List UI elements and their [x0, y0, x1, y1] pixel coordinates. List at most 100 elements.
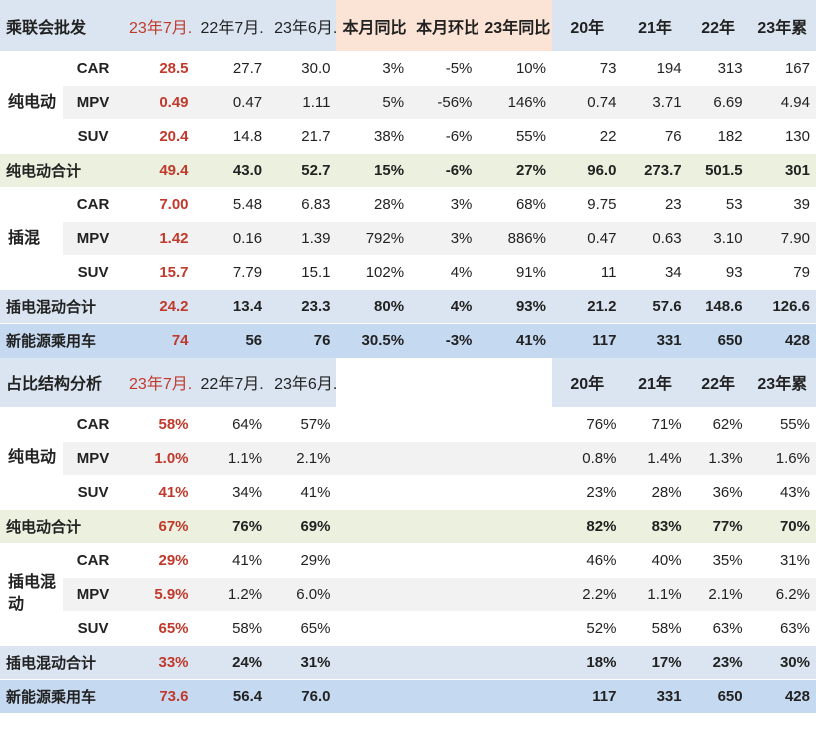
value-cell: 331	[622, 323, 688, 358]
value-cell: 6.0%	[268, 576, 337, 611]
subtotal-label: 纯电动合计	[0, 153, 124, 188]
grand-total-label: 新能源乘用车	[0, 678, 124, 713]
value-cell: 21.2	[552, 289, 623, 324]
group-label: 插电混动	[0, 542, 64, 645]
value-cell: 52%	[552, 610, 623, 645]
value-cell: 194	[622, 51, 688, 86]
value-cell: 34%	[194, 474, 269, 509]
value-cell: 6.2%	[748, 576, 816, 611]
value-cell: 31%	[748, 542, 816, 577]
value-cell: 73	[552, 51, 623, 86]
value-cell: 428	[748, 323, 816, 358]
value-cell	[336, 440, 411, 475]
value-cell: 35%	[687, 542, 749, 577]
value-cell: 3%	[410, 187, 479, 222]
value-cell	[478, 576, 552, 611]
subtotal-row: 纯电动合计 67% 76% 69% 82% 83% 77% 70%	[0, 508, 816, 543]
value-cell	[336, 644, 411, 679]
value-cell: 0.47	[194, 85, 269, 120]
value-cell: 52.7	[268, 153, 337, 188]
value-cell	[336, 576, 411, 611]
column-header: 本月同比	[336, 0, 411, 52]
value-cell: 14.8	[194, 119, 269, 154]
value-cell: 53	[687, 187, 749, 222]
value-cell: 39	[748, 187, 816, 222]
value-cell: 31%	[268, 644, 337, 679]
value-cell: 18%	[552, 644, 623, 679]
column-header: 20年	[552, 0, 623, 52]
column-header: 21年	[622, 357, 688, 407]
value-cell: 56	[194, 323, 269, 358]
header-title: 乘联会批发	[0, 0, 124, 52]
table-row: SUV 20.4 14.8 21.7 38% -6% 55% 22 76 182 130	[0, 119, 816, 154]
value-cell: 11	[552, 255, 623, 290]
value-cell: 73.6	[123, 678, 195, 713]
column-header: 23年累	[748, 357, 816, 407]
table-row: SUV 65% 58% 65% 52% 58% 63% 63%	[0, 610, 816, 645]
table-row: MPV 1.0% 1.1% 2.1% 0.8% 1.4% 1.3% 1.6%	[0, 440, 816, 475]
row-label: MPV	[63, 85, 124, 120]
value-cell: 7.79	[194, 255, 269, 290]
value-cell: 76%	[552, 406, 623, 441]
value-cell: 428	[748, 678, 816, 713]
value-cell: 67%	[123, 508, 195, 543]
value-cell: 23.3	[268, 289, 337, 324]
value-cell	[336, 474, 411, 509]
value-cell: 2.2%	[552, 576, 623, 611]
grand-total-row: 新能源乘用车 73.6 56.4 76.0 117 331 650 428	[0, 678, 816, 713]
row-label: SUV	[63, 255, 124, 290]
value-cell: 1.42	[123, 221, 195, 256]
value-cell	[336, 406, 411, 441]
value-cell: 6.69	[687, 85, 749, 120]
value-cell: 70%	[748, 508, 816, 543]
value-cell: -56%	[410, 85, 479, 120]
value-cell	[410, 610, 479, 645]
value-cell: -3%	[410, 323, 479, 358]
column-header: 本月环比	[410, 0, 479, 52]
value-cell: 4%	[410, 289, 479, 324]
column-header: 22年7月.	[194, 357, 269, 407]
value-cell: 22	[552, 119, 623, 154]
value-cell: 29%	[268, 542, 337, 577]
value-cell: 68%	[478, 187, 552, 222]
value-cell: 102%	[336, 255, 411, 290]
value-cell: 146%	[478, 85, 552, 120]
table-row: 插混 CAR 7.00 5.48 6.83 28% 3% 68% 9.75 23 53 39	[0, 187, 816, 290]
value-cell	[478, 474, 552, 509]
value-cell: 2.1%	[268, 440, 337, 475]
value-cell: 1.1%	[622, 576, 688, 611]
value-cell: 3.71	[622, 85, 688, 120]
column-header: 20年	[552, 357, 623, 407]
value-cell: 30%	[748, 644, 816, 679]
column-header: 22年7月.	[194, 0, 269, 52]
group-label: 纯电动	[0, 51, 64, 154]
value-cell: 27%	[478, 153, 552, 188]
column-header: 23年7月.	[123, 0, 195, 52]
subtotal-label: 插电混动合计	[0, 644, 124, 679]
value-cell: 117	[552, 678, 623, 713]
subtotal-row: 插电混动合计 24.2 13.4 23.3 80% 4% 93% 21.2 57.6 148.6 1…	[0, 289, 816, 324]
value-cell	[336, 678, 411, 713]
value-cell	[410, 406, 479, 441]
value-cell: 76.0	[268, 678, 337, 713]
value-cell: 41%	[478, 323, 552, 358]
group-label: 纯电动	[0, 406, 64, 509]
value-cell: 9.75	[552, 187, 623, 222]
value-cell: 2.1%	[687, 576, 749, 611]
value-cell: 1.3%	[687, 440, 749, 475]
value-cell: 7.00	[123, 187, 195, 222]
value-cell: 24.2	[123, 289, 195, 324]
value-cell	[478, 542, 552, 577]
value-cell: 4.94	[748, 85, 816, 120]
value-cell: 15.7	[123, 255, 195, 290]
column-header	[336, 358, 410, 408]
value-cell: 15.1	[268, 255, 337, 290]
value-cell: 40%	[622, 542, 688, 577]
group-label: 插混	[0, 187, 64, 290]
table-row: SUV 41% 34% 41% 23% 28% 36% 43%	[0, 474, 816, 509]
value-cell: 117	[552, 323, 623, 358]
column-header: 23年同比	[478, 0, 552, 52]
value-cell: 10%	[478, 51, 552, 86]
header1-header-row: 乘联会批发 23年7月. 22年7月. 23年6月. 本月同比 本月环比 23年同比 20年 2…	[0, 0, 816, 52]
value-cell: 0.63	[622, 221, 688, 256]
